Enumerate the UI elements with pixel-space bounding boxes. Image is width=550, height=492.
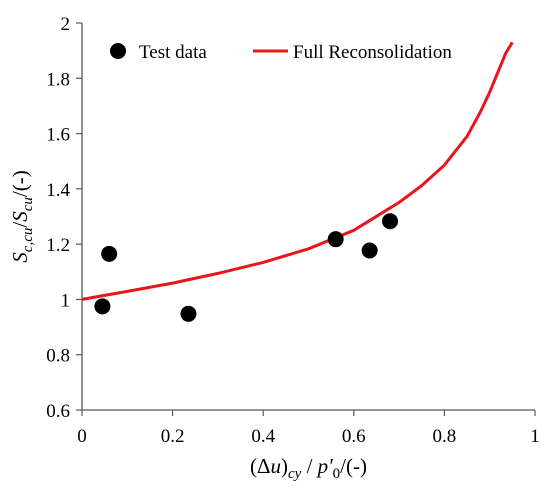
data-point-test-data [361, 242, 378, 259]
data-point-test-data [94, 298, 111, 315]
y-tick-label: 1.8 [46, 69, 70, 90]
x-axis-ticks: 0 0.2 0.4 0.6 0.8 1 [77, 410, 540, 447]
x-axis-label: (Δu)cy / p'0/(-) [250, 454, 367, 482]
x-tick-label: 0.4 [251, 426, 275, 447]
y-axis-ticks: 0.6 0.8 1 1.2 1.4 1.6 1.8 2 [46, 14, 82, 422]
x-tick-label: 0.8 [433, 426, 457, 447]
legend-label-full-reconsolidation: Full Reconsolidation [293, 42, 452, 63]
series-line-full-reconsolidation [81, 41, 514, 301]
axes [81, 23, 535, 411]
data-point-test-data [101, 245, 118, 262]
x-tick-label: 0.2 [161, 426, 185, 447]
y-axis-label: Sc,cu/Scu/(-) [8, 170, 36, 262]
y-tick-label: 1.2 [46, 235, 70, 256]
y-tick-label: 1 [61, 290, 71, 311]
data-point-test-data [180, 305, 197, 322]
scatter-series-layer [94, 213, 399, 322]
data-point-test-data [382, 213, 399, 230]
legend-marker-test-data [110, 43, 126, 59]
x-tick-label: 1 [530, 426, 540, 447]
y-tick-label: 1.6 [46, 125, 70, 146]
data-point-test-data [327, 231, 344, 248]
y-tick-label: 1.4 [46, 180, 70, 201]
line-series-layer [81, 41, 514, 301]
x-tick-label: 0.6 [342, 426, 366, 447]
legend: Test data Full Reconsolidation [110, 42, 452, 63]
y-tick-label: 2 [61, 14, 71, 35]
y-tick-label: 0.6 [46, 401, 70, 422]
x-tick-label: 0 [77, 426, 87, 447]
y-tick-label: 0.8 [46, 346, 70, 367]
legend-label-test-data: Test data [139, 42, 207, 63]
